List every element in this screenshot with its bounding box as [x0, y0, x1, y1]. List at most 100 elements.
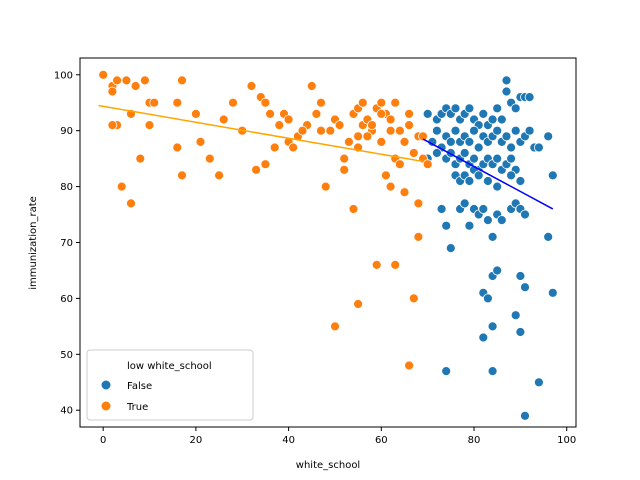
point-false-57	[492, 153, 503, 164]
point-false-14	[492, 103, 503, 114]
y-tick-label-100: 100	[54, 70, 73, 81]
point-true-34	[274, 120, 285, 130]
point-true-89	[413, 198, 424, 209]
point-false-0	[422, 109, 433, 119]
x-tick-label-60: 60	[375, 435, 388, 446]
point-true-64	[399, 136, 410, 147]
point-false-18	[510, 103, 521, 114]
point-true-46	[325, 125, 336, 136]
point-true-20	[190, 109, 201, 119]
point-true-7	[107, 86, 118, 97]
point-false-70	[506, 170, 517, 181]
x-tick-label-100: 100	[557, 435, 576, 446]
point-false-31	[473, 142, 484, 153]
point-true-32	[265, 109, 276, 119]
point-false-60	[506, 153, 517, 164]
point-false-73	[436, 204, 447, 214]
point-true-49	[339, 153, 350, 164]
point-true-71	[380, 170, 391, 181]
point-false-84	[496, 215, 507, 226]
point-false-106	[543, 131, 554, 142]
point-true-19	[177, 170, 187, 181]
point-true-66	[339, 164, 350, 175]
y-tick-label-40: 40	[60, 406, 73, 417]
point-true-15	[116, 181, 127, 192]
point-true-24	[218, 114, 229, 125]
y-axis-ticks: 40 50 60 70 80 90 100	[54, 70, 80, 417]
point-true-59	[376, 97, 387, 108]
point-false-95	[478, 332, 489, 343]
point-false-98	[515, 271, 526, 281]
point-true-50	[343, 136, 354, 147]
point-true-74	[394, 159, 405, 170]
point-true-92	[404, 109, 415, 119]
point-false-82	[487, 231, 498, 242]
point-true-36	[283, 114, 294, 125]
point-false-45	[431, 148, 442, 158]
point-false-22	[431, 125, 442, 136]
point-false-39	[510, 125, 521, 136]
point-false-91	[492, 265, 503, 276]
point-false-42	[524, 125, 535, 136]
point-true-21	[195, 136, 206, 147]
point-true-75	[399, 187, 410, 198]
regression-lines	[98, 104, 554, 210]
point-false-16	[501, 86, 512, 97]
point-false-35	[492, 125, 503, 136]
point-true-87	[404, 360, 415, 371]
x-tick-label-0: 0	[100, 435, 106, 446]
point-false-80	[478, 204, 489, 214]
point-true-0	[98, 69, 109, 80]
point-true-30	[260, 97, 271, 108]
point-true-91	[385, 125, 396, 136]
point-false-93	[482, 293, 493, 304]
point-false-50	[459, 148, 470, 158]
point-true-85	[390, 259, 401, 270]
point-false-72	[547, 170, 558, 181]
point-false-105	[501, 75, 512, 86]
point-true-17	[135, 153, 146, 164]
point-false-5	[450, 103, 461, 114]
point-false-77	[464, 220, 475, 231]
point-true-45	[320, 181, 331, 192]
point-true-10	[107, 120, 118, 130]
point-false-81	[482, 215, 493, 226]
point-false-96	[510, 310, 521, 321]
point-true-88	[413, 231, 424, 242]
point-false-65	[464, 176, 475, 186]
legend: low white_school False True	[86, 349, 254, 421]
point-true-90	[376, 109, 387, 119]
point-true-65	[297, 125, 308, 136]
point-false-88	[520, 209, 530, 220]
point-false-67	[473, 170, 484, 181]
point-false-107	[534, 142, 544, 153]
point-false-38	[506, 142, 517, 153]
point-true-70	[376, 136, 387, 147]
legend-box	[86, 349, 254, 421]
point-false-30	[469, 125, 479, 136]
point-true-61	[385, 114, 396, 125]
legend-title: low white_school	[127, 361, 212, 372]
point-true-44	[316, 125, 326, 136]
legend-label-false: False	[127, 381, 152, 392]
point-true-80	[422, 159, 433, 170]
point-true-27	[246, 81, 257, 91]
point-true-72	[385, 181, 396, 192]
point-true-69	[367, 120, 377, 130]
y-tick-label-60: 60	[60, 294, 73, 305]
point-false-11	[478, 109, 489, 119]
point-true-55	[357, 97, 368, 108]
point-true-84	[371, 259, 382, 270]
point-true-86	[408, 293, 419, 304]
point-false-108	[543, 231, 554, 242]
point-false-103	[534, 377, 544, 388]
x-axis-ticks: 0 20 40 60 80 100	[100, 427, 576, 446]
point-true-62	[390, 97, 401, 108]
point-true-2	[112, 75, 122, 86]
regression-line-true	[98, 104, 424, 163]
y-tick-label-90: 90	[60, 126, 73, 137]
point-false-89	[445, 243, 456, 254]
point-true-25	[228, 97, 238, 108]
x-axis-label: white_school	[296, 460, 360, 471]
